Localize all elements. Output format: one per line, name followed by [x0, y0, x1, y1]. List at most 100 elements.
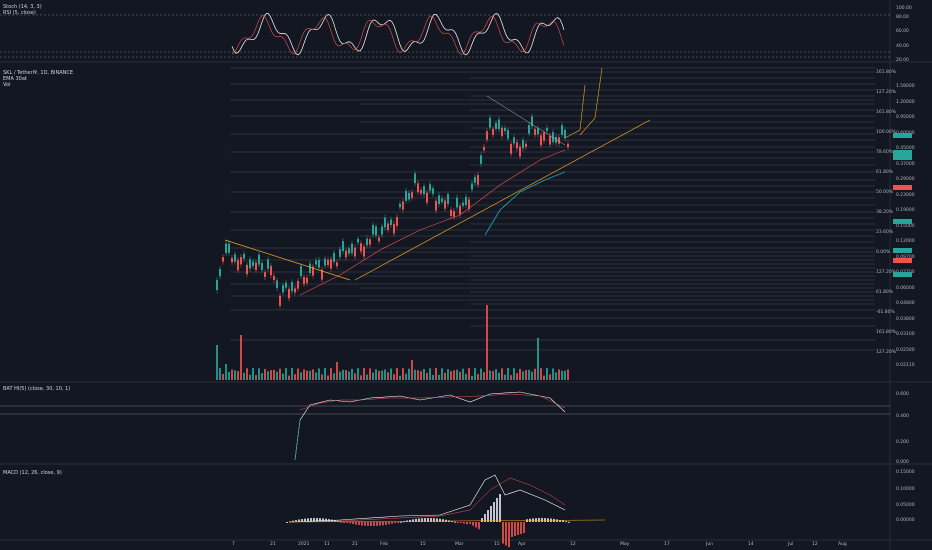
stoch-label[interactable]: Stoch (14, 3, 3): [3, 4, 42, 10]
volume-bar: [300, 372, 302, 380]
candle-body: [378, 237, 380, 242]
macd-label[interactable]: MACD (12, 26, close, 9): [3, 470, 62, 476]
volume-bar: [483, 372, 485, 380]
volume-bar: [216, 345, 218, 380]
macd-histogram-bar: [379, 522, 381, 526]
candle-body: [519, 146, 521, 157]
volume-bar: [228, 372, 230, 380]
volume-bar: [354, 373, 356, 380]
candle-body: [489, 117, 491, 128]
price-scale-label: 0.04800: [896, 301, 915, 306]
price-scale-label: 0.12000: [896, 239, 915, 244]
fib-level-label: 127.20%: [876, 270, 897, 275]
stoch-scale-label: 40.00: [896, 44, 909, 49]
time-axis-label: 12: [812, 542, 818, 547]
bat-label[interactable]: BAT HI(5) (close, 30, 10, 1): [3, 386, 71, 392]
volume-bar: [372, 372, 374, 380]
price-tag: [893, 155, 912, 160]
ema-label[interactable]: EMA 30at: [3, 76, 27, 82]
volume-bar: [462, 368, 464, 380]
macd-scale-label: 0.10000: [896, 487, 915, 492]
macd-histogram-bar: [436, 518, 438, 522]
volume-bar: [288, 375, 290, 380]
candle-body: [387, 223, 389, 230]
candle-body: [465, 196, 467, 206]
volume-bar: [408, 368, 410, 380]
volume-bar: [246, 368, 248, 380]
candle-body: [528, 124, 530, 134]
macd-histogram-bar: [382, 522, 384, 526]
volume-bar: [252, 368, 254, 380]
candle-body: [444, 200, 446, 209]
macd-histogram-bar: [292, 520, 294, 522]
candle-body: [423, 186, 425, 195]
macd-histogram-bar: [451, 520, 453, 522]
candle-body: [228, 243, 230, 253]
macd-histogram-bar: [511, 522, 513, 537]
macd-histogram-bar: [535, 518, 537, 522]
candle-body: [414, 173, 416, 184]
candle-body: [402, 201, 404, 210]
macd-histogram-bar: [298, 519, 300, 522]
volume-bar: [330, 368, 332, 380]
candle-body: [435, 200, 437, 211]
volume-bar: [456, 369, 458, 380]
macd-histogram-bar: [367, 522, 369, 526]
macd-histogram-bar: [520, 522, 522, 534]
volume-bar: [312, 369, 314, 380]
candle-body: [243, 253, 245, 259]
stoch-scale-label: 80.00: [896, 15, 909, 20]
symbol-label[interactable]: SKL / Tetherl¥, 1D, BINANCE: [3, 70, 74, 76]
trendline-down: [224, 239, 351, 281]
macd-histogram-bar: [370, 522, 372, 526]
candle-body: [537, 128, 539, 135]
macd-histogram-bar: [487, 510, 489, 522]
candle-body: [279, 295, 281, 306]
candle-body: [282, 285, 284, 293]
candle-body: [567, 143, 569, 148]
macd-histogram-bar: [403, 521, 405, 523]
candle-body: [261, 263, 263, 271]
volume-bar: [510, 375, 512, 380]
macd-histogram-bar: [454, 521, 456, 523]
volume-bar: [390, 368, 392, 380]
price-tag: [893, 258, 912, 263]
volume-bar: [309, 370, 311, 380]
volume-bar: [561, 370, 563, 380]
candle-body: [318, 259, 320, 268]
macd-histogram-bar: [355, 522, 357, 525]
volume-bar: [528, 369, 530, 380]
price-scale-label: 0.03100: [896, 332, 915, 337]
fib-level-label: 0.00%: [876, 250, 891, 255]
volume-bar: [270, 370, 272, 380]
candle-body: [558, 137, 560, 144]
time-axis-label: 11: [324, 542, 330, 547]
macd-histogram-bar: [439, 518, 441, 522]
volume-bar: [396, 368, 398, 380]
candle-body: [438, 195, 440, 205]
volume-bar: [333, 373, 335, 380]
vol-label[interactable]: Vol: [3, 82, 11, 88]
macd-histogram-bar: [412, 519, 414, 522]
macd-histogram-bar: [493, 502, 495, 522]
volume-bar: [303, 369, 305, 380]
volume-bar: [237, 371, 239, 380]
candle-body: [357, 238, 359, 243]
macd-histogram-bar: [475, 522, 477, 528]
time-axis-label: 7: [232, 542, 235, 547]
candle-body: [372, 224, 374, 235]
volume-bar: [384, 369, 386, 380]
candle-body: [480, 155, 482, 164]
price-tag: [893, 272, 912, 277]
candle-body: [531, 116, 533, 127]
candle-body: [441, 198, 443, 202]
candle-body: [429, 184, 431, 191]
time-axis-label: Jun: [706, 542, 714, 547]
rsi-label[interactable]: RSI (5, close): [3, 10, 36, 16]
candle-body: [288, 288, 290, 299]
volume-bar: [282, 373, 284, 380]
volume-bar: [261, 373, 263, 380]
macd-histogram-bar: [397, 522, 399, 523]
candle-body: [468, 199, 470, 210]
